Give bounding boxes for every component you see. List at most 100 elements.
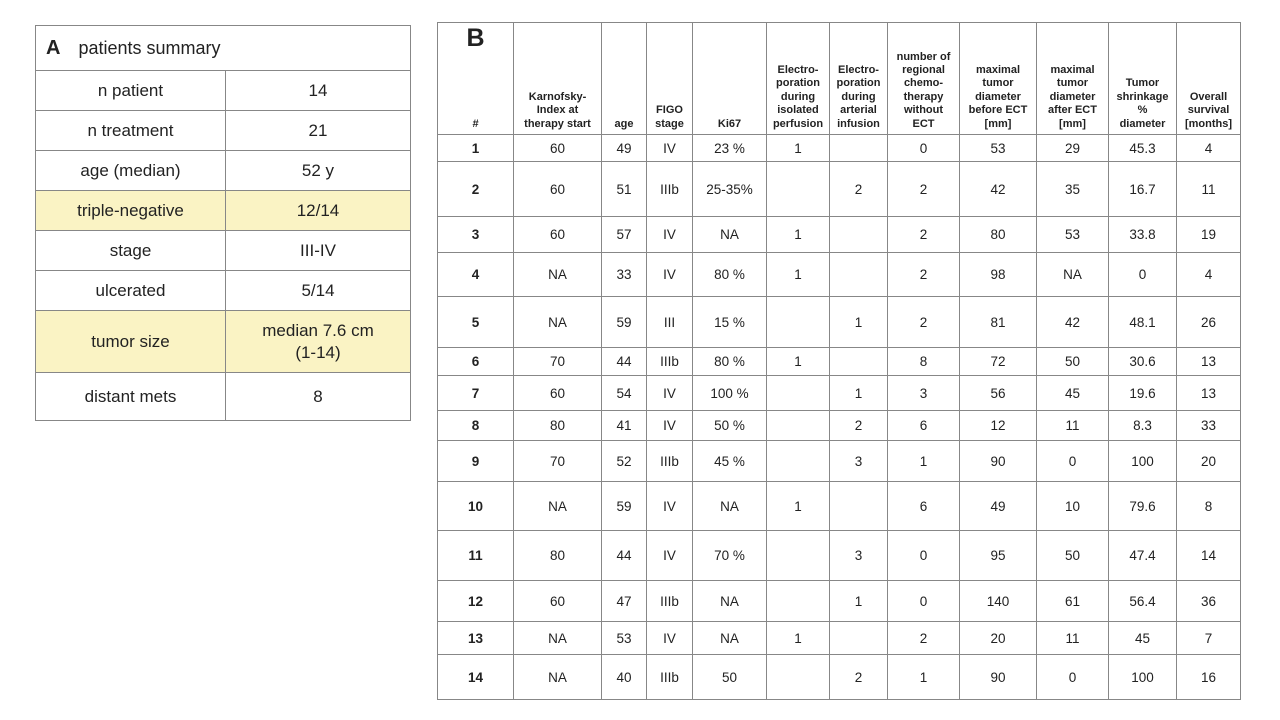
patient-data-cell: 140 — [959, 580, 1037, 622]
patient-data-cell: NA — [692, 621, 767, 655]
patient-data-cell: 1 — [766, 621, 830, 655]
patient-data-cell: IV — [646, 134, 693, 162]
patient-data-cell: 90 — [959, 654, 1037, 700]
patient-data-cell: 61 — [1036, 580, 1109, 622]
patient-data-cell — [766, 580, 830, 622]
summary-row-label: triple-negative — [35, 190, 226, 231]
patient-data-cell: 3 — [887, 375, 960, 411]
col-header-max-tumor-diameter-after-ect: maximal tumor diameter after ECT [mm] — [1036, 22, 1109, 135]
patient-data-cell: 50 % — [692, 410, 767, 441]
summary-row: distant mets 8 — [35, 372, 411, 421]
patient-data-cell: 54 — [601, 375, 647, 411]
patient-data-cell: 90 — [959, 440, 1037, 482]
patient-data-cell: 11 — [1176, 161, 1241, 217]
patient-number-cell: 10 — [437, 481, 514, 531]
patient-data-cell: 59 — [601, 481, 647, 531]
patient-data-cell: 60 — [513, 580, 602, 622]
summary-row-value: 12/14 — [225, 190, 411, 231]
patient-data-cell: III — [646, 296, 693, 348]
patient-data-cell: 20 — [1176, 440, 1241, 482]
patient-row: 13 NA 53 IV NA 1 2 20 11 45 7 — [437, 621, 1241, 655]
summary-row-value: III-IV — [225, 230, 411, 271]
patient-data-cell: NA — [513, 481, 602, 531]
patient-data-cell: NA — [692, 216, 767, 253]
patient-data-cell: NA — [692, 580, 767, 622]
patient-data-cell: 0 — [1036, 440, 1109, 482]
summary-row-value: 21 — [225, 110, 411, 151]
patient-data-cell: 2 — [887, 161, 960, 217]
patient-data-cell: 6 — [887, 481, 960, 531]
summary-row-label: tumor size — [35, 310, 226, 373]
patient-data-cell: 1 — [766, 347, 830, 376]
patient-data-cell: 60 — [513, 134, 602, 162]
patient-row: 8 80 41 IV 50 % 2 6 12 11 8.3 33 — [437, 410, 1241, 441]
patient-data-cell: IIIb — [646, 347, 693, 376]
patient-data-cell: IIIb — [646, 580, 693, 622]
patient-number-cell: 2 — [437, 161, 514, 217]
patient-data-cell: 2 — [887, 621, 960, 655]
patient-data-cell — [766, 410, 830, 441]
patient-row: 1 60 49 IV 23 % 1 0 53 29 45.3 4 — [437, 134, 1241, 162]
patient-data-cell: 23 % — [692, 134, 767, 162]
patient-data-cell: 8 — [887, 347, 960, 376]
patient-data-cell: NA — [692, 481, 767, 531]
summary-row-label: distant mets — [35, 372, 226, 421]
patient-data-cell: 4 — [1176, 252, 1241, 297]
patient-data-cell: 45.3 — [1108, 134, 1177, 162]
patient-data-cell: IIIb — [646, 161, 693, 217]
summary-row: ulcerated 5/14 — [35, 270, 411, 311]
col-header-figo-stage: FIGO stage — [646, 22, 693, 135]
patient-data-cell: 44 — [601, 530, 647, 581]
patient-data-cell: 16.7 — [1108, 161, 1177, 217]
patient-row: 7 60 54 IV 100 % 1 3 56 45 19.6 13 — [437, 375, 1241, 411]
patient-data-cell: 10 — [1036, 481, 1109, 531]
col-header-electroporation-isolated-perfusion: Electro- poration during isolated perfus… — [766, 22, 830, 135]
patient-data-cell: 47 — [601, 580, 647, 622]
patient-data-cell: 2 — [887, 252, 960, 297]
patient-data-cell: 57 — [601, 216, 647, 253]
patient-data-cell: 0 — [1108, 252, 1177, 297]
patient-data-cell: 33 — [1176, 410, 1241, 441]
patient-data-cell: 1 — [887, 654, 960, 700]
summary-row-value: median 7.6 cm (1-14) — [225, 310, 411, 373]
patient-data-cell: 2 — [829, 410, 888, 441]
patient-data-cell: 25-35% — [692, 161, 767, 217]
patient-data-cell: 60 — [513, 216, 602, 253]
patient-row: 4 NA 33 IV 80 % 1 2 98 NA 0 4 — [437, 252, 1241, 297]
summary-row-value: 5/14 — [225, 270, 411, 311]
patient-data-cell: 2 — [887, 216, 960, 253]
patient-data-cell: 70 % — [692, 530, 767, 581]
patient-data-cell: 79.6 — [1108, 481, 1177, 531]
patient-row: 10 NA 59 IV NA 1 6 49 10 79.6 8 — [437, 481, 1241, 531]
patient-data-cell — [829, 252, 888, 297]
col-header-max-tumor-diameter-before-ect: maximal tumor diameter before ECT [mm] — [959, 22, 1037, 135]
patient-data-cell: 80 % — [692, 347, 767, 376]
summary-row-label: age (median) — [35, 150, 226, 191]
patient-data-cell: 19.6 — [1108, 375, 1177, 411]
patient-data-cell: 49 — [601, 134, 647, 162]
patient-data-cell: 60 — [513, 375, 602, 411]
patient-data-cell: 50 — [692, 654, 767, 700]
patient-data-cell: 80 % — [692, 252, 767, 297]
patient-data-cell: 1 — [766, 252, 830, 297]
patient-data-cell: 44 — [601, 347, 647, 376]
patient-data-cell: 100 — [1108, 440, 1177, 482]
patient-data-cell: 26 — [1176, 296, 1241, 348]
patient-data-cell: 42 — [959, 161, 1037, 217]
patient-data-cell: 80 — [513, 530, 602, 581]
summary-row-label: n treatment — [35, 110, 226, 151]
patient-data-cell: 13 — [1176, 347, 1241, 376]
patient-number-cell: 1 — [437, 134, 514, 162]
summary-row-value: 8 — [225, 372, 411, 421]
patient-data-cell: 70 — [513, 440, 602, 482]
patient-data-cell: 45 % — [692, 440, 767, 482]
col-header-patient-number: B # — [437, 22, 514, 135]
patient-number-cell: 5 — [437, 296, 514, 348]
patient-data-cell: 1 — [829, 580, 888, 622]
summary-row-value: 14 — [225, 70, 411, 111]
col-header-tumor-shrinkage: Tumor shrinkage % diameter — [1108, 22, 1177, 135]
summary-row: n treatment 21 — [35, 110, 411, 151]
patient-data-cell — [829, 347, 888, 376]
